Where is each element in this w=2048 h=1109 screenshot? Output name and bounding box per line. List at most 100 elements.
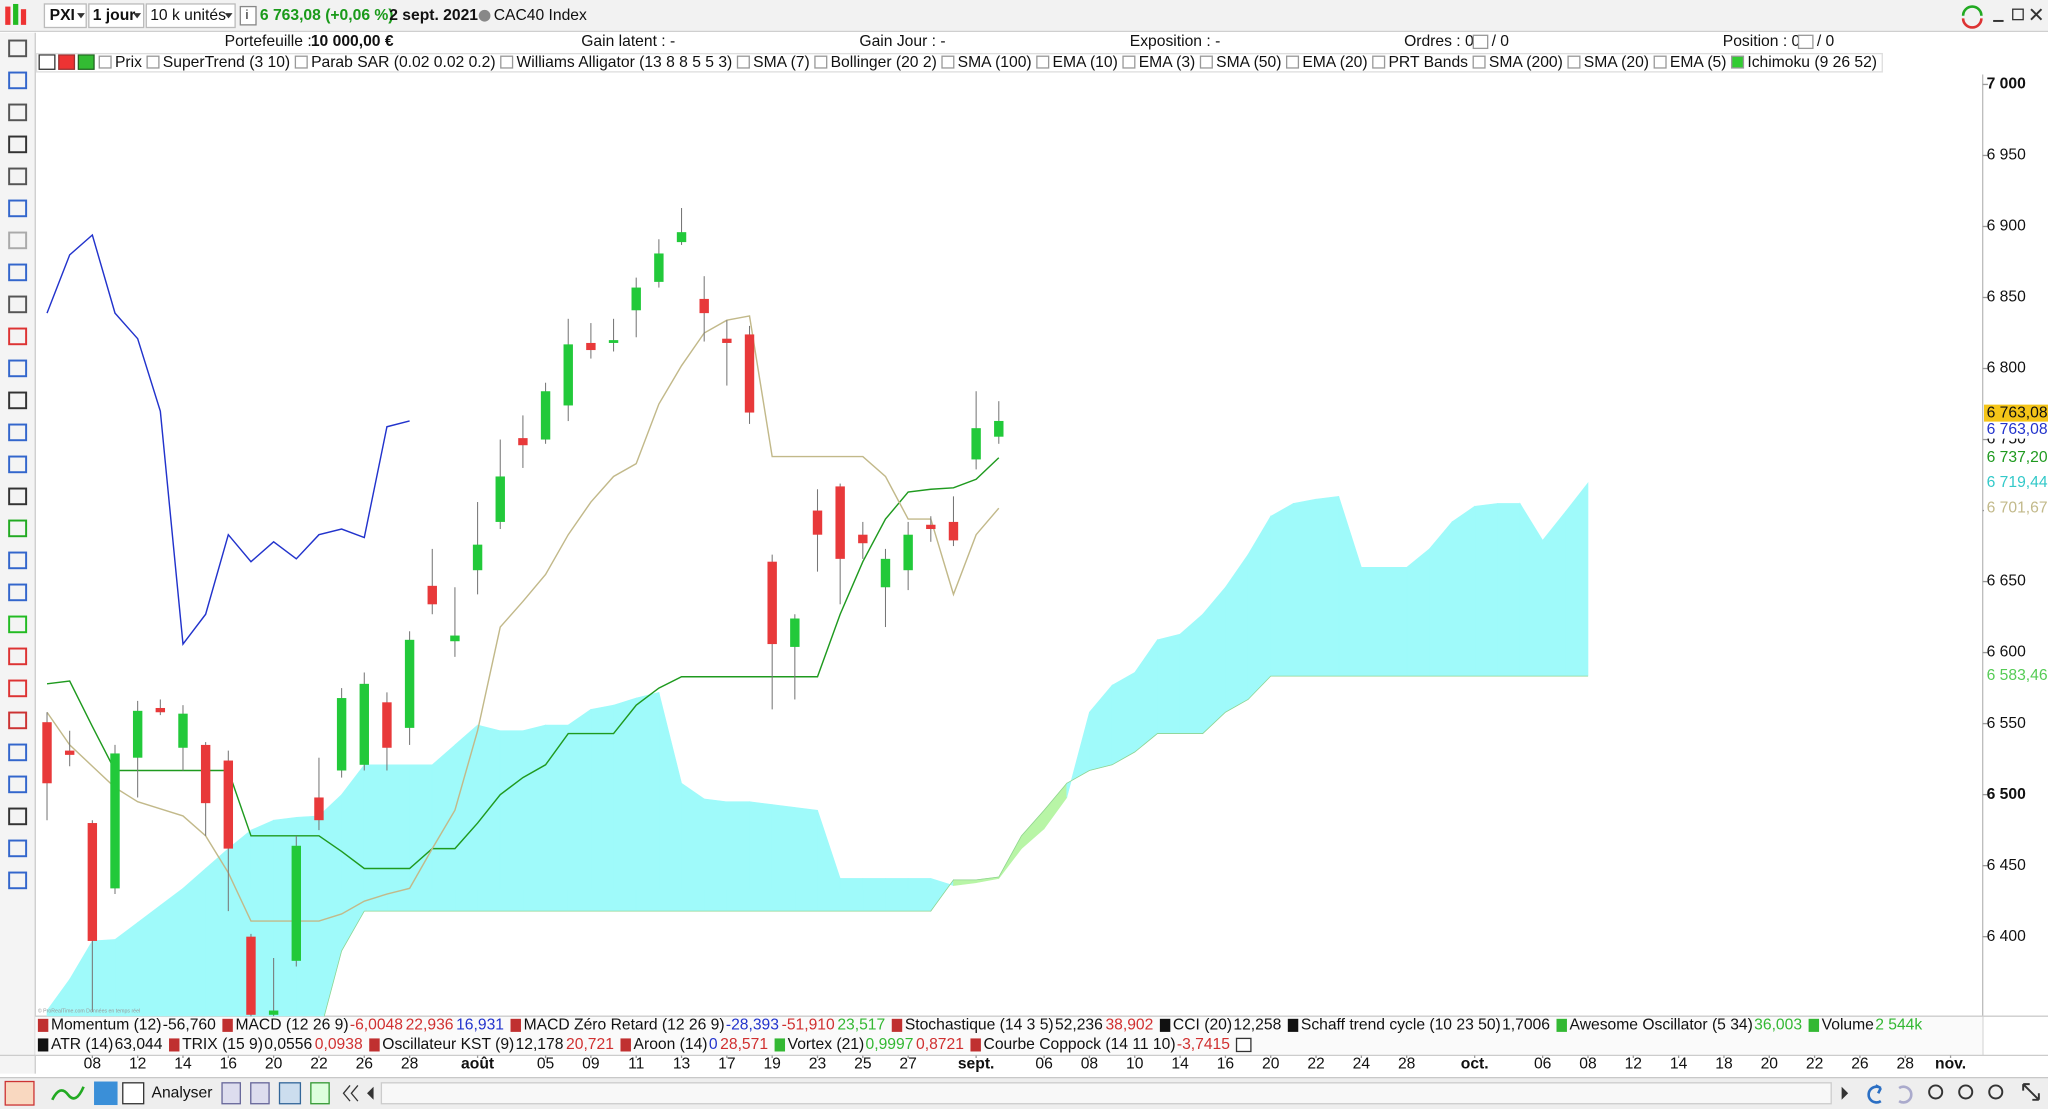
indicator-checkbox[interactable] — [98, 55, 112, 69]
indicator-label[interactable]: SMA (7) — [753, 54, 810, 71]
indicator-checkbox[interactable] — [1285, 55, 1300, 69]
indicator-label[interactable]: EMA (3) — [1139, 54, 1196, 71]
indicator-tool[interactable] — [77, 54, 95, 70]
lower-indicator-name[interactable]: MACD (12 26 9) — [235, 1016, 348, 1033]
indicator-swatch[interactable] — [891, 1018, 903, 1032]
indicator-label[interactable]: EMA (5) — [1670, 54, 1727, 71]
redo-button[interactable] — [1898, 1085, 1913, 1104]
tool-icon[interactable] — [8, 103, 28, 122]
maximize-button[interactable] — [2012, 8, 2024, 21]
indicator-swatch[interactable] — [369, 1038, 380, 1052]
tool-icon[interactable] — [8, 615, 28, 634]
tool-icon[interactable] — [8, 135, 28, 154]
share-icon[interactable] — [94, 1081, 118, 1106]
lower-indicator-name[interactable]: Momentum (12) — [51, 1016, 162, 1033]
tool-icon[interactable] — [8, 839, 28, 858]
indicator-label[interactable]: PRT Bands — [1388, 54, 1468, 71]
lower-indicator-name[interactable]: Volume — [1822, 1016, 1875, 1033]
units-box[interactable] — [145, 3, 236, 29]
indicator-label[interactable]: Williams Alligator (13 8 8 5 5 3) — [516, 54, 732, 71]
lower-indicator-name[interactable]: Vortex (21) — [788, 1036, 865, 1053]
indicator-label[interactable]: Parab SAR (0.02 0.02 0.2) — [311, 54, 496, 71]
indicator-label[interactable]: Prix — [115, 54, 142, 71]
lower-indicator-name[interactable]: Schaff trend cycle (10 23 50) — [1301, 1016, 1501, 1033]
indicator-swatch[interactable] — [37, 1018, 49, 1032]
lower-indicator-name[interactable]: CCI (20) — [1173, 1016, 1232, 1033]
indicator-label[interactable]: SMA (100) — [958, 54, 1032, 71]
symbol[interactable]: PXI — [50, 7, 75, 24]
indicator-checkbox[interactable] — [814, 55, 828, 69]
tool-icon[interactable] — [8, 391, 28, 410]
tool-icon[interactable] — [4, 1080, 35, 1106]
undo-button[interactable] — [1867, 1084, 1882, 1104]
tool-icon[interactable] — [278, 1082, 302, 1105]
lower-indicator-name[interactable]: Awesome Oscillator (5 34) — [1570, 1016, 1753, 1033]
indicator-checkbox[interactable] — [146, 55, 160, 69]
units[interactable]: 10 k unités — [150, 7, 226, 24]
period[interactable]: 1 jour — [93, 7, 136, 24]
orders-icon[interactable] — [1472, 34, 1489, 50]
lower-indicator-name[interactable]: Stochastique (14 3 5) — [905, 1016, 1054, 1033]
indicator-swatch[interactable] — [169, 1038, 180, 1052]
indicator-swatch[interactable] — [1808, 1018, 1820, 1032]
tool-icon[interactable] — [8, 775, 28, 794]
indicator-checkbox[interactable] — [736, 55, 750, 69]
tool-icon[interactable] — [8, 199, 28, 218]
tool-icon[interactable] — [8, 743, 28, 762]
indicator-label[interactable]: SMA (200) — [1489, 54, 1563, 71]
tool-icon[interactable] — [8, 551, 28, 570]
indicator-swatch[interactable] — [1556, 1018, 1567, 1032]
indicator-checkbox[interactable] — [1199, 55, 1213, 69]
fit-button[interactable] — [2022, 1083, 2040, 1101]
indicator-label[interactable]: SuperTrend (3 10) — [163, 54, 290, 71]
refresh-icon[interactable] — [1961, 18, 1983, 29]
indicator-swatch[interactable] — [37, 1038, 49, 1052]
tool-icon[interactable] — [8, 711, 28, 730]
scroll-left[interactable] — [367, 1086, 374, 1100]
indicator-checkbox[interactable] — [1122, 55, 1136, 69]
close-button[interactable] — [2030, 8, 2043, 21]
scroll-right[interactable] — [1841, 1086, 1849, 1100]
tool-icon[interactable] — [8, 583, 28, 602]
tool-icon[interactable] — [8, 263, 28, 282]
chart-type-icon[interactable] — [51, 1086, 85, 1101]
scrollbar[interactable] — [380, 1082, 1832, 1105]
indicator-checkbox[interactable] — [1731, 55, 1745, 69]
lower-indicator-name[interactable]: Oscillateur KST (9) — [382, 1036, 514, 1053]
scroll-start[interactable] — [342, 1085, 359, 1102]
indicator-swatch[interactable] — [1287, 1018, 1299, 1032]
zoom-in[interactable] — [1988, 1084, 2004, 1100]
tool-icon[interactable] — [8, 871, 28, 890]
tool-icon[interactable] — [8, 807, 28, 826]
tool-icon[interactable] — [310, 1082, 330, 1105]
indicator-label[interactable]: SMA (50) — [1216, 54, 1281, 71]
lower-indicator-name[interactable]: Courbe Coppock (14 11 10) — [984, 1036, 1176, 1053]
lower-indicator-name[interactable]: TRIX (15 9) — [182, 1036, 263, 1053]
indicator-checkbox[interactable] — [1472, 55, 1486, 69]
tool-icon[interactable] — [8, 487, 28, 506]
indicator-swatch[interactable] — [1159, 1018, 1171, 1032]
indicator-checkbox[interactable] — [1653, 55, 1667, 69]
zoom-out[interactable] — [1958, 1084, 1974, 1100]
refresh-icon[interactable] — [1961, 5, 1983, 16]
lower-indicator-name[interactable]: ATR (14) — [51, 1036, 113, 1053]
tool-icon[interactable] — [8, 167, 28, 186]
lower-indicator-name[interactable]: Aroon (14) — [634, 1036, 708, 1053]
tool-icon[interactable] — [8, 295, 28, 314]
indicator-tool[interactable] — [58, 54, 76, 70]
indicator-tool[interactable] — [38, 54, 56, 70]
indicator-checkbox[interactable] — [1036, 55, 1050, 69]
indicator-label[interactable]: Ichimoku (9 26 52) — [1747, 54, 1877, 71]
restore-icon[interactable] — [1235, 1037, 1252, 1053]
tool-icon[interactable] — [8, 39, 28, 58]
layout-icon[interactable] — [122, 1082, 145, 1105]
zoom-out[interactable] — [1928, 1084, 1944, 1100]
tool-icon[interactable] — [8, 423, 28, 442]
indicator-label[interactable]: Bollinger (20 2) — [831, 54, 937, 71]
indicator-checkbox[interactable] — [500, 55, 514, 69]
tool-icon[interactable] — [8, 519, 28, 538]
tool-icon[interactable] — [8, 231, 28, 250]
tool-icon[interactable] — [8, 679, 28, 698]
tool-icon[interactable] — [250, 1082, 270, 1105]
indicator-swatch[interactable] — [510, 1018, 521, 1032]
